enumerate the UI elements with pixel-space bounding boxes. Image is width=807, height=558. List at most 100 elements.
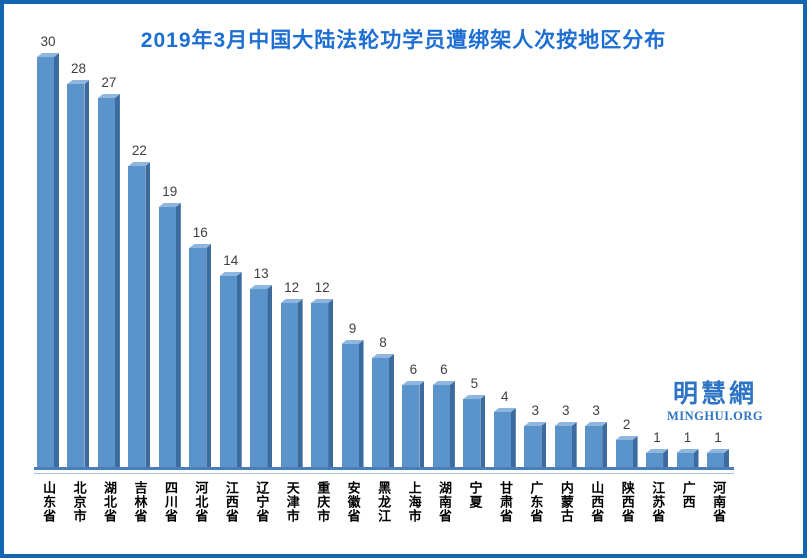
bar-side-face [206,244,212,467]
bar: 12 [280,280,303,467]
bar-side-face [571,422,577,467]
bar-front-face [615,440,633,467]
chart-title: 2019年3月中国大陆法轮功学员遭绑架人次按地区分布 [140,29,667,52]
x-axis-label: 江苏省 [650,481,666,523]
bar-front-face [189,248,207,467]
bar-front-face [646,453,664,467]
bar-front-face [311,303,329,467]
bar-value-label: 6 [440,362,448,377]
bar: 6 [402,362,425,467]
bar: 16 [189,225,212,467]
x-axis-underline [34,473,734,474]
bar-side-face [84,80,90,467]
bar: 5 [463,376,486,467]
bar-top-face [676,449,699,453]
x-axis-label: 四川省 [162,481,178,523]
bar-front-face [371,358,389,467]
x-axis-label: 广西 [680,481,696,509]
bar-value-label: 3 [592,403,600,418]
bar-front-face [250,289,268,467]
bar-value-label: 3 [531,403,540,418]
bar-top-face [463,395,486,399]
bar-side-face [328,299,334,467]
bar-top-face [432,381,455,385]
x-axis-label: 辽宁省 [254,481,270,523]
bar-side-face [541,422,547,467]
bar-top-face [341,340,364,344]
bar-front-face [402,385,420,467]
bar-top-face [311,299,334,303]
x-axis-label: 陕西省 [619,481,635,523]
bar-side-face [297,299,303,467]
x-axis-label: 上海市 [406,481,422,523]
bar-top-face [97,94,120,98]
bar-side-face [145,162,151,467]
bar-side-face [236,272,242,467]
bar-top-face [128,162,151,166]
bar-front-face [585,426,603,467]
bar-top-face [493,408,516,412]
bar-side-face [175,203,181,467]
bar: 4 [493,389,516,467]
bar-side-face [419,381,425,467]
bar-side-face [388,354,394,467]
bar-value-label: 1 [714,430,722,445]
bar: 28 [67,61,90,467]
bar: 19 [158,184,181,467]
minghui-logo-english: MINGHUI.ORG [666,409,764,424]
bar-value-label: 2 [622,417,631,432]
bar-top-face [219,272,242,276]
bar-top-face [706,449,729,453]
bar-value-label: 5 [470,376,479,391]
bar-value-label: 3 [561,403,570,418]
bar-front-face [554,426,572,467]
bars-area: 30 28 27 22 19 16 14 13 12 12 9 8 6 6 5 4 3 3 3 2 1 1 1 [37,4,729,467]
bar-side-face [267,285,273,467]
bar: 2 [615,417,638,467]
x-axis-label: 北京市 [71,481,87,523]
bar-value-label: 12 [284,280,300,295]
bar-side-face [480,395,486,467]
bar-front-face [463,399,481,467]
x-axis-labels: 山东省 北京市 湖北省 吉林省 四川省 河北省 江西省 辽宁省 天津市 重庆市 安徽省 黑龙江 上海市湖… [37,481,729,523]
bar-top-face [371,354,394,358]
x-axis-label: 湖北省 [102,481,118,523]
bar-value-label: 30 [40,34,56,49]
minghui-watermark: 明慧網 MINGHUI.ORG [652,381,778,424]
x-axis-label: 吉林省 [132,481,148,523]
bar-side-face [693,449,699,467]
bar: 14 [219,253,242,467]
bar-top-face [158,203,181,207]
bar-side-face [449,381,455,467]
bar-value-label: 14 [223,253,239,268]
bar-side-face [632,436,638,467]
bar-value-label: 27 [101,75,117,90]
bar-top-face [524,422,547,426]
bar-front-face [524,426,542,467]
x-axis-label: 安徽省 [345,481,361,523]
x-axis-label: 山西省 [589,481,605,523]
x-axis-label: 宁夏 [467,481,483,509]
x-axis-label: 重庆市 [315,481,331,523]
bar-side-face [602,422,608,467]
bar-top-face [67,80,90,84]
bar-front-face [67,84,85,467]
bar-top-face [250,285,273,289]
bar-front-face [219,276,237,467]
bar: 8 [371,335,394,467]
bar-top-face [280,299,303,303]
bar-top-face [646,449,669,453]
bar-front-face [128,166,146,467]
bar: 6 [432,362,455,467]
bar-value-label: 4 [501,389,509,404]
bar-value-label: 12 [314,280,330,295]
bar: 9 [341,321,364,467]
bar: 3 [554,403,577,467]
x-axis-label: 天津市 [284,481,300,523]
x-axis-label: 河北省 [193,481,209,523]
bar-front-face [676,453,694,467]
bar-front-face [706,453,724,467]
bar: 3 [585,403,608,467]
bar-value-label: 16 [192,225,208,240]
